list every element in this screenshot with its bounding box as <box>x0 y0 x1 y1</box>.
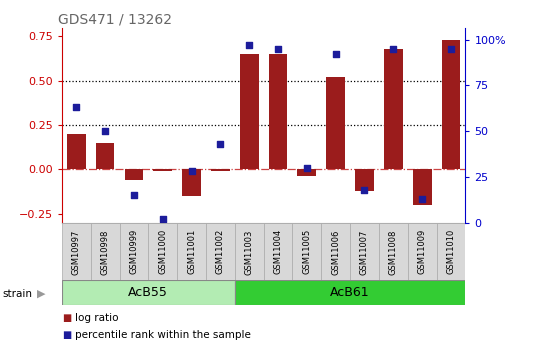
Bar <box>91 223 119 281</box>
Text: GDS471 / 13262: GDS471 / 13262 <box>58 12 172 27</box>
Point <box>130 193 138 198</box>
Point <box>216 141 225 147</box>
Bar <box>235 280 465 305</box>
Bar <box>153 169 172 171</box>
Text: GSM11009: GSM11009 <box>417 229 427 275</box>
Bar <box>206 223 235 281</box>
Text: ■: ■ <box>62 330 71 340</box>
Bar <box>182 169 201 196</box>
Bar <box>413 169 431 205</box>
Text: GSM11001: GSM11001 <box>187 229 196 275</box>
Bar <box>350 223 379 281</box>
Point <box>245 42 253 48</box>
Bar <box>125 169 143 180</box>
Bar <box>62 223 91 281</box>
Point <box>101 128 109 134</box>
Bar <box>62 280 235 305</box>
Bar <box>177 223 206 281</box>
Bar <box>211 169 230 171</box>
Bar <box>264 223 293 281</box>
Text: GSM11007: GSM11007 <box>360 229 369 275</box>
Bar <box>293 223 321 281</box>
Bar <box>148 223 177 281</box>
Point <box>274 46 282 52</box>
Text: GSM11008: GSM11008 <box>389 229 398 275</box>
Text: GSM11002: GSM11002 <box>216 229 225 275</box>
Bar <box>355 169 374 191</box>
Text: GSM11000: GSM11000 <box>158 229 167 275</box>
Bar <box>384 49 402 169</box>
Point <box>418 196 427 201</box>
Text: GSM11003: GSM11003 <box>245 229 254 275</box>
Bar <box>268 54 287 169</box>
Bar <box>240 54 259 169</box>
Bar <box>327 77 345 169</box>
Text: GSM10997: GSM10997 <box>72 229 81 275</box>
Bar <box>379 223 408 281</box>
Point <box>360 187 369 193</box>
Point <box>72 105 81 110</box>
Bar <box>436 223 465 281</box>
Text: ▶: ▶ <box>37 289 45 299</box>
Text: GSM10998: GSM10998 <box>101 229 110 275</box>
Text: GSM10999: GSM10999 <box>130 229 138 275</box>
Text: GSM11010: GSM11010 <box>447 229 456 275</box>
Text: strain: strain <box>3 289 33 299</box>
Text: percentile rank within the sample: percentile rank within the sample <box>75 330 251 340</box>
Text: GSM11004: GSM11004 <box>273 229 282 275</box>
Point <box>158 216 167 221</box>
Bar <box>298 169 316 176</box>
Bar <box>235 223 264 281</box>
Bar <box>408 223 436 281</box>
Bar <box>67 134 86 169</box>
Text: GSM11006: GSM11006 <box>331 229 340 275</box>
Point <box>302 165 311 170</box>
Text: AcB61: AcB61 <box>330 286 370 299</box>
Text: ■: ■ <box>62 313 71 323</box>
Bar <box>119 223 148 281</box>
Point <box>447 46 455 52</box>
Bar <box>442 40 461 169</box>
Point <box>187 169 196 174</box>
Point <box>331 52 340 57</box>
Text: log ratio: log ratio <box>75 313 119 323</box>
Bar <box>96 143 115 169</box>
Text: GSM11005: GSM11005 <box>302 229 312 275</box>
Text: AcB55: AcB55 <box>129 286 168 299</box>
Bar <box>321 223 350 281</box>
Point <box>389 46 398 52</box>
